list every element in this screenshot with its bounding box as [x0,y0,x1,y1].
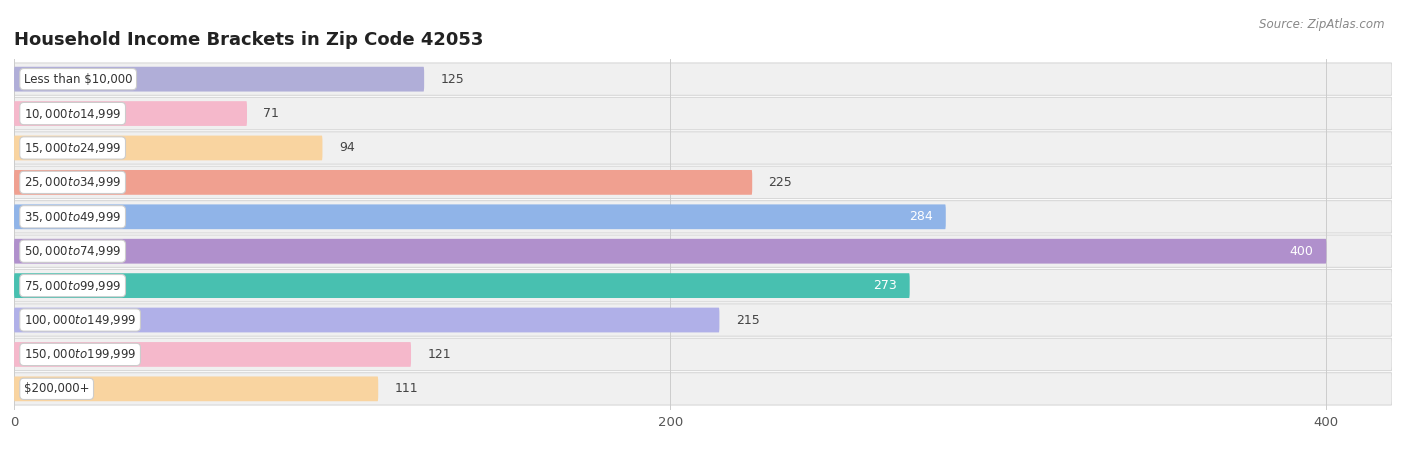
FancyBboxPatch shape [14,270,1392,302]
FancyBboxPatch shape [14,132,1392,164]
FancyBboxPatch shape [14,201,1392,233]
Text: 94: 94 [339,141,354,154]
Text: 273: 273 [873,279,897,292]
Text: 71: 71 [263,107,280,120]
Text: $25,000 to $34,999: $25,000 to $34,999 [24,176,121,189]
Text: $100,000 to $149,999: $100,000 to $149,999 [24,313,136,327]
FancyBboxPatch shape [14,235,1392,267]
Text: 225: 225 [769,176,793,189]
Text: 400: 400 [1289,245,1313,258]
FancyBboxPatch shape [14,170,752,195]
Text: $15,000 to $24,999: $15,000 to $24,999 [24,141,121,155]
FancyBboxPatch shape [14,67,425,91]
FancyBboxPatch shape [14,101,247,126]
Text: 111: 111 [395,382,418,396]
Text: 215: 215 [735,314,759,327]
FancyBboxPatch shape [14,304,1392,336]
Text: $35,000 to $49,999: $35,000 to $49,999 [24,210,121,224]
Text: 284: 284 [908,210,932,223]
FancyBboxPatch shape [14,204,946,229]
Text: $10,000 to $14,999: $10,000 to $14,999 [24,107,121,121]
FancyBboxPatch shape [14,273,910,298]
FancyBboxPatch shape [14,342,411,367]
Text: $50,000 to $74,999: $50,000 to $74,999 [24,244,121,258]
FancyBboxPatch shape [14,166,1392,198]
FancyBboxPatch shape [14,97,1392,130]
FancyBboxPatch shape [14,377,378,401]
Text: Less than $10,000: Less than $10,000 [24,72,132,86]
Text: Source: ZipAtlas.com: Source: ZipAtlas.com [1260,18,1385,31]
Text: $200,000+: $200,000+ [24,382,90,396]
Text: 125: 125 [440,72,464,86]
FancyBboxPatch shape [14,239,1326,264]
FancyBboxPatch shape [14,308,720,333]
Text: Household Income Brackets in Zip Code 42053: Household Income Brackets in Zip Code 42… [14,31,484,49]
FancyBboxPatch shape [14,373,1392,405]
FancyBboxPatch shape [14,63,1392,95]
FancyBboxPatch shape [14,338,1392,371]
FancyBboxPatch shape [14,135,322,160]
Text: 121: 121 [427,348,451,361]
Text: $150,000 to $199,999: $150,000 to $199,999 [24,347,136,361]
Text: $75,000 to $99,999: $75,000 to $99,999 [24,279,121,292]
